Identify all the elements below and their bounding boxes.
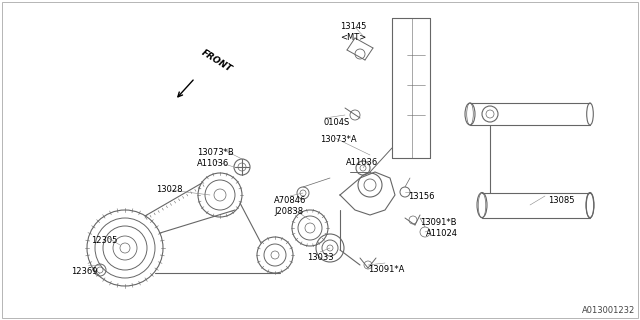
Text: A70846: A70846: [274, 196, 307, 205]
Text: A11036: A11036: [197, 159, 229, 168]
Text: 12369: 12369: [71, 267, 97, 276]
Text: <MT>: <MT>: [340, 33, 366, 42]
Text: J20838: J20838: [274, 207, 303, 216]
Text: 13156: 13156: [408, 192, 435, 201]
Text: 13145: 13145: [340, 22, 366, 31]
Text: 0104S: 0104S: [323, 118, 349, 127]
Text: 13073*A: 13073*A: [320, 135, 356, 144]
Text: FRONT: FRONT: [200, 48, 234, 74]
Text: 12305: 12305: [91, 236, 117, 245]
Text: A11024: A11024: [426, 229, 458, 238]
Text: 13091*B: 13091*B: [420, 218, 456, 227]
Text: 13033: 13033: [307, 253, 333, 262]
Text: A11036: A11036: [346, 158, 378, 167]
Text: 13028: 13028: [156, 185, 182, 194]
Text: 13085: 13085: [548, 196, 575, 205]
Text: 13091*A: 13091*A: [368, 265, 404, 274]
Text: 13073*B: 13073*B: [197, 148, 234, 157]
Text: A013001232: A013001232: [582, 306, 635, 315]
